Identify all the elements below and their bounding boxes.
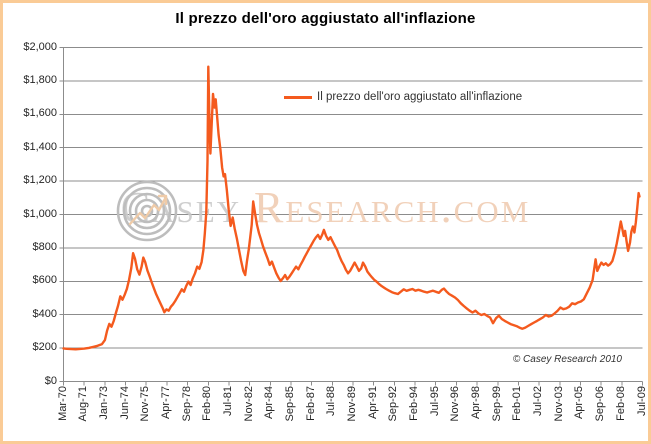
- legend-label: Il prezzo dell'oro aggiustato all'inflaz…: [317, 91, 523, 103]
- y-axis-tick-label: $200: [32, 341, 57, 354]
- chart-title: Il prezzo dell'oro aggiustato all'inflaz…: [175, 10, 476, 27]
- y-axis-tick-label: $800: [32, 240, 57, 253]
- y-axis-tick-label: $0: [44, 374, 57, 387]
- y-axis-tick-label: $1,400: [23, 140, 57, 153]
- casey-research-logo-icon: [116, 180, 178, 242]
- gold-price-line: [62, 65, 641, 351]
- legend: Il prezzo dell'oro aggiustato all'inflaz…: [284, 91, 522, 103]
- trend-arrow-icon: [128, 194, 168, 226]
- price-line-series: [62, 65, 641, 351]
- y-axis-tick-label: $1,000: [23, 207, 57, 220]
- y-axis-tick-label: $2,000: [23, 40, 57, 53]
- y-axis-tick-label: $1,800: [23, 73, 57, 86]
- copyright-note: © Casey Research 2010: [512, 354, 622, 365]
- legend-line-swatch-icon: [284, 95, 312, 99]
- y-axis-tick-label: $1,600: [23, 107, 57, 120]
- grid-and-axes: [59, 47, 643, 386]
- y-axis-tick-label: $600: [32, 274, 57, 287]
- y-axis-tick-label: $400: [32, 307, 57, 320]
- y-axis-tick-label: $1,200: [23, 174, 57, 187]
